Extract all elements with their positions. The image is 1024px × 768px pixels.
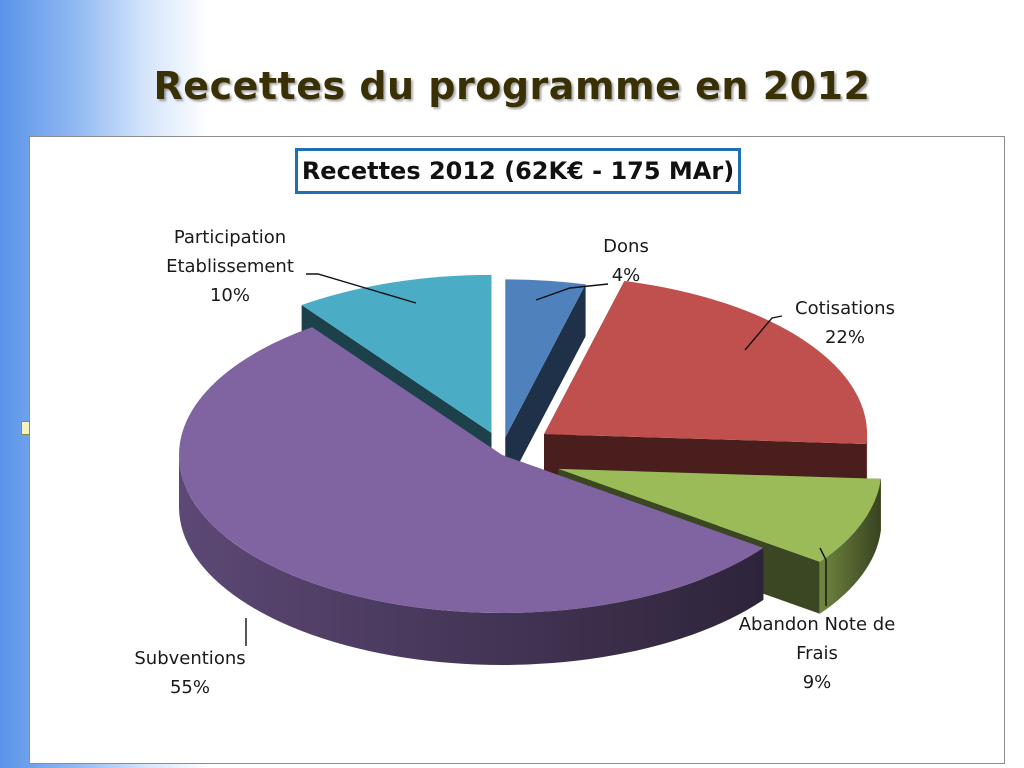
pie-slice-dons bbox=[505, 279, 586, 490]
slice-wall bbox=[505, 284, 586, 490]
leader-participation bbox=[306, 273, 417, 304]
leader-abandon bbox=[819, 547, 827, 606]
slide-title: Recettes du programme en 2012 bbox=[153, 64, 871, 108]
resize-handle[interactable] bbox=[21, 421, 30, 435]
label-subventions-name: Subventions bbox=[134, 648, 246, 669]
label-dons-name: Dons bbox=[603, 236, 649, 257]
slice-top bbox=[179, 327, 764, 613]
label-cotisations-name: Cotisations bbox=[795, 298, 895, 319]
label-subventions: Subventions 55% bbox=[110, 644, 270, 702]
chart-title: Recettes 2012 (62K€ - 175 MAr) bbox=[295, 148, 741, 194]
label-participation-etablissement: Participation Etablissement 10% bbox=[145, 223, 315, 310]
label-participation-line2: Etablissement bbox=[166, 256, 294, 277]
pie-slice-subventions bbox=[179, 327, 764, 665]
label-abandon-note-de-frais: Abandon Note de Frais 9% bbox=[712, 610, 922, 697]
label-abandon-line1: Abandon Note de bbox=[738, 614, 896, 635]
slice-top bbox=[301, 274, 492, 433]
leader-dons bbox=[535, 283, 609, 301]
label-cotisations-pct: 22% bbox=[824, 327, 865, 348]
label-participation-line1: Participation bbox=[173, 227, 287, 248]
slice-side bbox=[179, 455, 764, 665]
slice-top bbox=[544, 281, 868, 444]
label-abandon-pct: 9% bbox=[802, 672, 832, 693]
slice-side bbox=[819, 478, 881, 614]
leader-cotisations bbox=[744, 315, 783, 351]
label-participation-pct: 10% bbox=[209, 285, 250, 306]
label-cotisations: Cotisations 22% bbox=[775, 294, 915, 352]
slice-top bbox=[558, 468, 881, 562]
slice-top bbox=[505, 279, 586, 438]
label-dons-pct: 4% bbox=[611, 265, 641, 286]
label-subventions-pct: 55% bbox=[169, 677, 210, 698]
label-dons: Dons 4% bbox=[585, 232, 667, 290]
label-abandon-line2: Frais bbox=[796, 643, 838, 664]
